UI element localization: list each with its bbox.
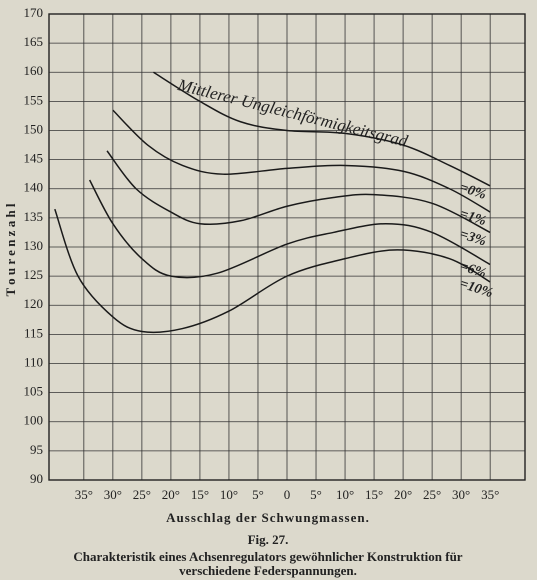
y-tick-label: 125 <box>24 267 44 282</box>
y-tick-label: 155 <box>24 92 44 107</box>
y-axis-label: T o u r e n z a h l <box>3 203 18 296</box>
y-tick-label: 135 <box>24 209 44 224</box>
x-tick-label: 10° <box>220 487 238 502</box>
x-tick-label: 25° <box>423 487 441 502</box>
y-tick-label: 100 <box>24 413 44 428</box>
x-tick-label: 5° <box>252 487 264 502</box>
x-tick-label: 30° <box>452 487 470 502</box>
line-series <box>88 179 491 279</box>
y-tick-label: 170 <box>24 5 44 20</box>
y-tick-label: 160 <box>24 63 44 78</box>
y-tick-label: 110 <box>24 354 43 369</box>
y-tick-label: 140 <box>24 180 44 195</box>
annotation: Mittlerer Ungleichförmigkeitsgrad <box>175 75 410 151</box>
series-label: =0% <box>458 180 488 202</box>
line-series <box>54 208 491 334</box>
plot-frame <box>48 13 526 481</box>
line-series <box>112 109 491 213</box>
y-tick-label: 90 <box>30 471 43 486</box>
y-tick-label: 145 <box>24 151 44 166</box>
caption-line: verschiedene Federspannungen. <box>179 563 357 578</box>
y-tick-label: 165 <box>24 34 44 49</box>
x-tick-label: 35° <box>75 487 93 502</box>
x-axis-label: Ausschlag der Schwungmassen. <box>166 510 370 525</box>
x-tick-label: 20° <box>162 487 180 502</box>
x-tick-label: 30° <box>104 487 122 502</box>
y-tick-label: 130 <box>24 238 44 253</box>
x-tick-label: 0 <box>284 487 291 502</box>
series-label: =10% <box>458 277 495 302</box>
y-tick-label: 115 <box>24 325 43 340</box>
y-tick-label: 95 <box>30 442 43 457</box>
line-series <box>106 150 491 234</box>
x-tick-label: 10° <box>336 487 354 502</box>
series-label: =3% <box>458 227 488 249</box>
x-tick-label: 35° <box>481 487 499 502</box>
x-tick-label: 15° <box>191 487 209 502</box>
y-tick-label: 105 <box>24 384 44 399</box>
x-tick-label: 5° <box>310 487 322 502</box>
line-series <box>153 71 491 187</box>
x-tick-label: 15° <box>365 487 383 502</box>
y-tick-label: 120 <box>24 296 44 311</box>
figure-title: Fig. 27. <box>248 532 289 547</box>
x-tick-label: 25° <box>133 487 151 502</box>
y-tick-label: 150 <box>24 121 44 136</box>
x-tick-label: 20° <box>394 487 412 502</box>
caption-line: Charakteristik eines Achsenregulators ge… <box>73 549 462 564</box>
